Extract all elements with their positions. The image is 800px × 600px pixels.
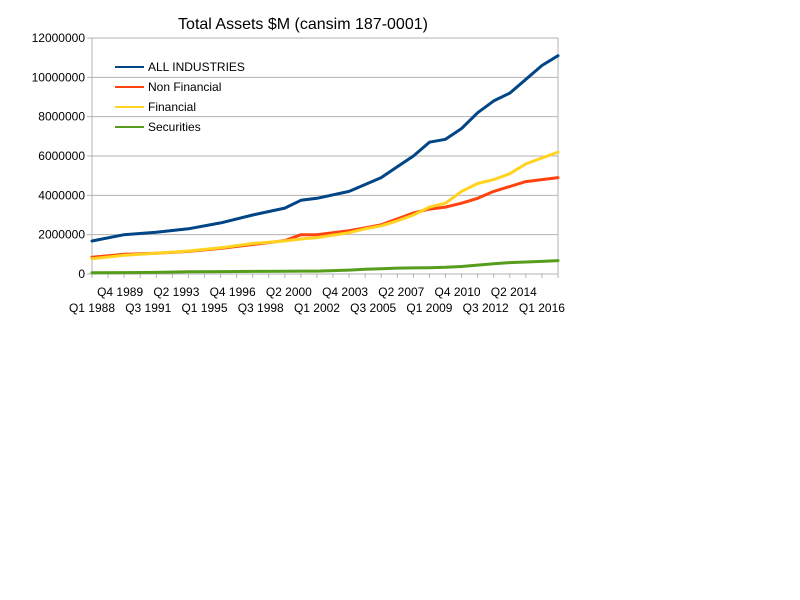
y-tick-label: 2000000 xyxy=(38,228,85,242)
legend-label: ALL INDUSTRIES xyxy=(148,60,245,74)
y-tick-label: 4000000 xyxy=(38,188,85,202)
y-tick-label: 0 xyxy=(78,267,85,281)
x-tick-label: Q3 1998 xyxy=(238,301,284,315)
x-tick-label: Q4 2003 xyxy=(322,285,368,299)
series-line-all-industries xyxy=(90,54,560,243)
x-tick-label: Q3 2012 xyxy=(463,301,509,315)
y-tick-label: 12000000 xyxy=(32,31,86,45)
x-tick-label: Q1 2009 xyxy=(406,301,452,315)
x-tick-label: Q2 2014 xyxy=(491,285,537,299)
x-tick-label: Q3 1991 xyxy=(125,301,171,315)
plot-area-border xyxy=(91,37,559,275)
x-tick-label: Q4 2010 xyxy=(435,285,481,299)
x-tick-label: Q2 2007 xyxy=(378,285,424,299)
legend-label: Non Financial xyxy=(148,80,221,94)
x-tick-label: Q1 2016 xyxy=(519,301,565,315)
x-axis-labels: Q4 1989 Q2 1993 Q4 1996 Q2 2000 Q4 2003 Q2 20… xyxy=(69,274,565,315)
series-line-financial xyxy=(90,150,560,261)
legend: ALL INDUSTRIES Non Financial Financial Secu… xyxy=(115,60,245,134)
x-tick-label: Q3 2005 xyxy=(350,301,396,315)
x-tick-label: Q2 1993 xyxy=(153,285,199,299)
y-tick-label: 8000000 xyxy=(38,110,85,124)
series-line-non-financial xyxy=(90,176,560,259)
x-tick-label: Q4 1989 xyxy=(97,285,143,299)
y-tick-label: 6000000 xyxy=(38,149,85,163)
legend-label: Securities xyxy=(148,120,201,134)
series-lines xyxy=(90,54,560,275)
chart-title: Total Assets $M (cansim 187-0001) xyxy=(178,16,428,33)
y-tick-label: 10000000 xyxy=(32,70,86,84)
x-tick-label: Q1 2002 xyxy=(294,301,340,315)
series-line-securities xyxy=(90,259,560,275)
x-tick-label: Q1 1988 xyxy=(69,301,115,315)
x-tick-label: Q2 2000 xyxy=(266,285,312,299)
y-axis-ticks: 0 2000000 4000000 6000000 8000000 10000000 120… xyxy=(32,31,92,281)
x-tick-label: Q4 1996 xyxy=(210,285,256,299)
x-tick-label: Q1 1995 xyxy=(181,301,227,315)
legend-label: Financial xyxy=(148,100,196,114)
